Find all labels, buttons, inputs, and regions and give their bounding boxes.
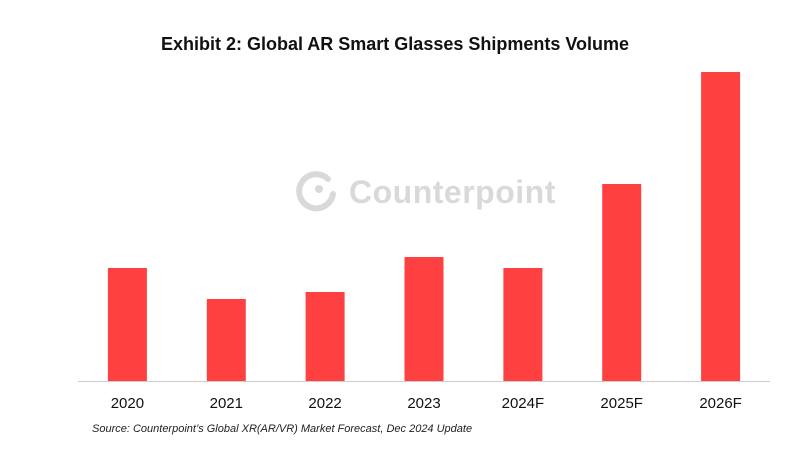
x-tick-label: 2023 — [407, 395, 440, 412]
x-tick-labels: 2020 2021 2022 2023 2024F 2025F 2026F — [111, 395, 742, 412]
x-tick-label: 2022 — [308, 395, 341, 412]
x-tick-label: 2024F — [502, 395, 545, 412]
chart-title: Exhibit 2: Global AR Smart Glasses Shipm… — [160, 34, 630, 54]
x-tick-label: 2020 — [111, 395, 144, 412]
source-note: Source: Counterpoint’s Global XR(AR/VR) … — [92, 423, 473, 435]
bar-2021 — [206, 299, 246, 381]
x-tick-label: 2026F — [699, 395, 742, 412]
counterpoint-watermark: Counterpoint — [295, 170, 556, 214]
bar-2024F — [503, 268, 543, 381]
bar-2020 — [107, 268, 147, 381]
bar-2023 — [404, 257, 444, 381]
bar-2022 — [305, 292, 345, 381]
bar-2025F — [602, 184, 642, 381]
counterpoint-logo-icon — [296, 171, 336, 212]
x-tick-label: 2021 — [210, 395, 243, 412]
bar-2026F — [701, 72, 741, 381]
x-tick-label: 2025F — [600, 395, 643, 412]
watermark-text: Counterpoint — [349, 173, 556, 210]
bar-series — [107, 72, 741, 381]
